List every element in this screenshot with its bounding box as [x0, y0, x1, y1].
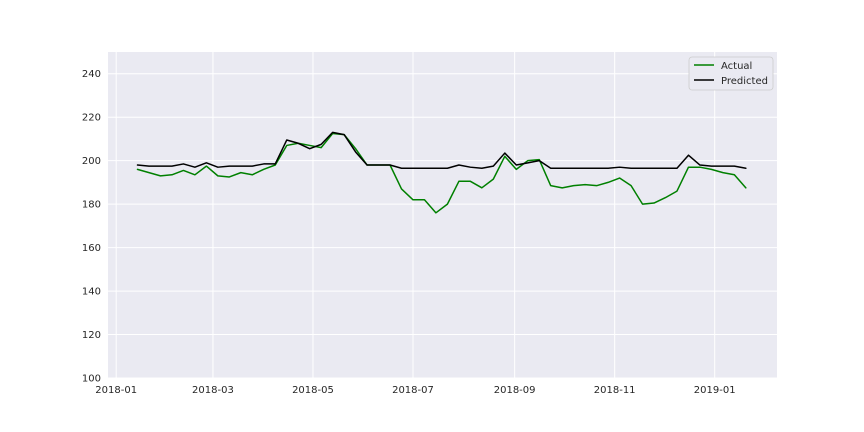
legend-label-actual: Actual [721, 61, 752, 72]
legend-label-predicted: Predicted [721, 76, 768, 87]
x-axis: 2018-01 2018-03 2018-05 2018-07 2018-09 2018-… [95, 385, 735, 396]
y-tick-label: 220 [82, 113, 101, 124]
y-tick-label: 100 [82, 374, 101, 385]
plot-area [108, 52, 777, 378]
x-tick-label: 2018-03 [192, 385, 234, 396]
y-tick-label: 180 [82, 200, 101, 211]
series-layer [136, 131, 747, 214]
series-line-predicted [136, 131, 747, 170]
y-axis: 100 120 140 160 180 200 220 240 [82, 69, 101, 384]
x-tick-label: 2018-05 [292, 385, 334, 396]
x-tick-label: 2019-01 [694, 385, 736, 396]
legend: Actual Predicted [688, 56, 774, 91]
y-tick-label: 200 [82, 156, 101, 167]
y-tick-label: 140 [82, 287, 101, 298]
y-tick-label: 160 [82, 243, 101, 254]
series-line-actual [136, 132, 747, 214]
x-tick-label: 2018-09 [494, 385, 536, 396]
y-tick-label: 120 [82, 330, 101, 341]
x-tick-label: 2018-01 [95, 385, 137, 396]
grid [108, 52, 777, 379]
y-tick-label: 240 [82, 69, 101, 80]
x-tick-label: 2018-07 [392, 385, 434, 396]
x-tick-label: 2018-11 [594, 385, 636, 396]
